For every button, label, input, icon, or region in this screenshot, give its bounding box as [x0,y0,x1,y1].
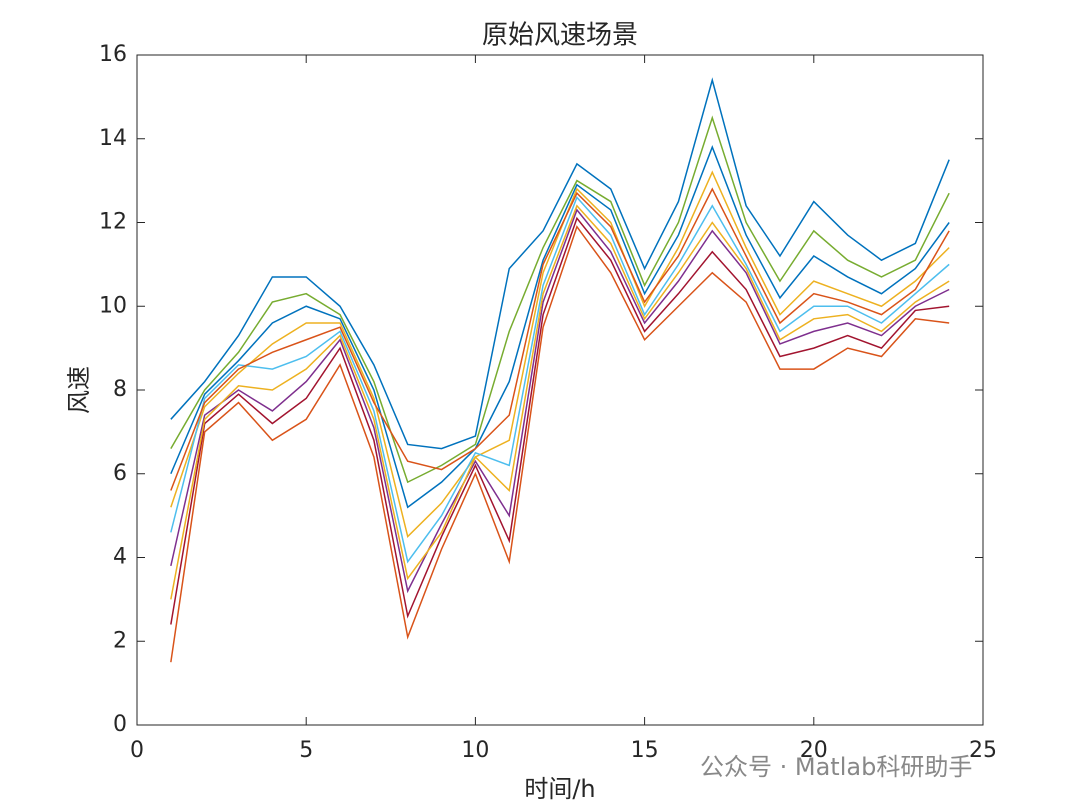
chart-title: 原始风速场景 [482,21,638,51]
x-tick-label: 10 [461,738,489,763]
x-tick-label: 25 [969,738,997,763]
y-tick-label: 4 [113,545,127,570]
y-tick-label: 16 [99,42,127,67]
y-tick-label: 10 [99,293,127,318]
y-tick-label: 2 [113,628,127,653]
series-line [170,204,950,600]
y-tick-label: 14 [99,126,127,151]
series-line [170,195,950,564]
y-axis-label: 风速 [65,366,93,414]
series-line [170,145,950,509]
y-tick-label: 6 [113,461,127,486]
y-tick-label: 12 [99,210,127,235]
series-line [170,115,950,484]
y-tick-label: 0 [113,712,127,737]
x-tick-label: 0 [130,738,144,763]
watermark: 公众号 · Matlab科研助手 [700,753,972,781]
x-tick-label: 20 [800,738,828,763]
series-line [170,216,950,625]
axes-box [136,54,984,726]
x-tick-label: 15 [631,738,659,763]
y-tick-label: 8 [113,377,127,402]
series-line [170,225,950,663]
x-tick-label: 5 [299,738,313,763]
x-axis-label: 时间/h [524,775,595,803]
series-line [170,170,950,539]
series-line [170,77,950,450]
series-line [170,187,950,491]
series-line [170,208,950,594]
